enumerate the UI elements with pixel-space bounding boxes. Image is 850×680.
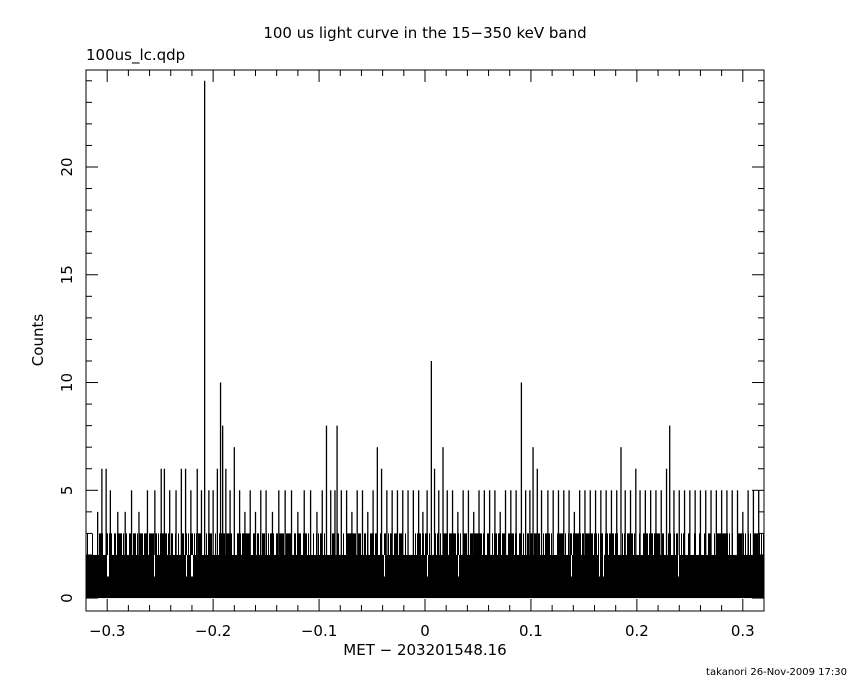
x-tick-label-5: 0.2 [625, 622, 649, 640]
y-tick-label-2: 10 [58, 373, 76, 392]
x-axis-label: MET − 203201548.16 [343, 641, 506, 659]
file-label: 100us_lc.qdp [86, 46, 185, 65]
noise-spikes [87, 533, 764, 555]
chart-title: 100 us light curve in the 15−350 keV ban… [263, 24, 586, 42]
tick-labels-layer: −0.3 −0.2 −0.1 0 0.1 0.2 0.3 0 5 10 15 20 [58, 157, 755, 640]
y-tick-label-3: 15 [58, 265, 76, 284]
y-tick-label-0: 0 [58, 593, 76, 603]
x-tick-label-3: 0 [420, 622, 430, 640]
baseline-band [86, 554, 764, 599]
x-tick-label-0: −0.3 [89, 622, 125, 640]
x-tick-label-4: 0.1 [519, 622, 543, 640]
data-layer [86, 80, 764, 599]
plot-frame [85, 69, 765, 612]
x-tick-label-2: −0.1 [301, 622, 337, 640]
x-tick-label-6: 0.3 [731, 622, 755, 640]
band-gaps [107, 554, 679, 577]
x-tick-label-1: −0.2 [195, 622, 231, 640]
footer-credit: takanori 26-Nov-2009 17:30 [706, 667, 847, 678]
ticks-layer [85, 70, 765, 611]
y-axis-label: Counts [29, 314, 47, 367]
y-tick-label-1: 5 [58, 486, 76, 496]
plot-area: −0.3 −0.2 −0.1 0 0.1 0.2 0.3 0 5 10 15 20 [58, 69, 765, 640]
y-tick-label-4: 20 [58, 157, 76, 176]
